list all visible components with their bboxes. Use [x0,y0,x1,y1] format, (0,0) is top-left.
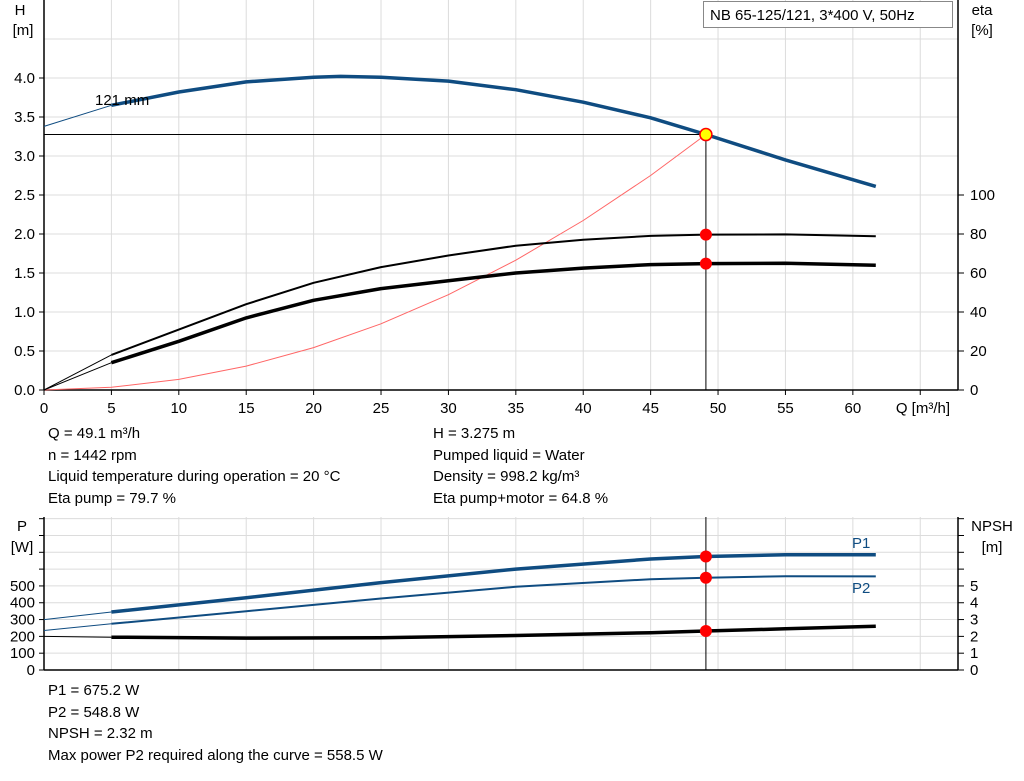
p1-marker [699,550,712,563]
eta-pump-curve-extrapolated [43,354,112,391]
p1-curve-extrapolated [43,611,112,621]
y-tick-label: 0.5 [14,343,35,360]
x-tick-label: 5 [107,400,115,417]
npsh-marker [699,624,712,637]
npsh-tick-label: 2 [970,628,978,645]
eta-pump-motor-curve [110,261,876,365]
x-axis-label: Q [m³/h] [896,400,950,417]
y-tick-label: 1.0 [14,304,35,321]
result-flow: Q = 49.1 m³/h [48,425,141,442]
eta-pump-motor-curve-extrapolated [43,362,112,391]
result-liquid: Pumped liquid = Water [433,446,585,464]
chart-title: NB 65-125/121, 3*400 V, 50Hz [703,1,953,28]
p1-curve [111,553,876,614]
p-tick-label: 300 [10,612,35,629]
p2-marker [699,571,712,584]
y2-tick-label: 0 [970,382,978,399]
result-density: Density = 998.2 kg/m³ [433,468,580,485]
p-axis-label: P [17,518,27,535]
system-curve [43,134,707,391]
results-right: H = 3.275 m Pumped liquid = Water Densit… [433,423,608,509]
x-tick-label: 40 [575,400,592,417]
p-tick-label: 0 [27,662,35,679]
npsh-curve [111,624,876,640]
result-speed: n = 1442 rpm [48,446,137,464]
y2-tick-label: 40 [970,304,987,321]
head-curve [111,74,877,189]
npsh-tick-label: 5 [970,578,978,595]
eta-pump-marker [699,228,712,241]
eta-pump-motor-marker [699,257,712,270]
p2-label: P2 [852,580,870,597]
x-tick-label: 20 [305,400,322,417]
y-tick-label: 4.0 [14,70,35,87]
y2-axis-label: eta [972,2,994,19]
y-axis-unit: [m] [13,22,34,39]
y-tick-label: 0.0 [14,382,35,399]
result-max-p2: Max power P2 required along the curve = … [48,746,383,764]
y-tick-label: 2.5 [14,187,35,204]
p-tick-label: 200 [10,628,35,645]
impeller-label: 121 mm [95,92,149,109]
y-axis-label: H [15,2,26,19]
npsh-axis-unit: [m] [982,539,1003,556]
y-tick-label: 3.5 [14,109,35,126]
x-tick-label: 15 [238,400,255,417]
x-tick-label: 45 [642,400,659,417]
p2-curve-extrapolated [43,623,112,631]
npsh-axis-label: NPSH [971,518,1013,535]
npsh-tick-label: 0 [970,662,978,679]
result-p1: P1 = 675.2 W [48,682,140,699]
x-tick-label: 30 [440,400,457,417]
x-tick-label: 10 [170,400,187,417]
eta-pump-curve [111,233,876,356]
npsh-tick-label: 4 [970,595,978,612]
head-curve-extrapolated [43,104,112,127]
x-tick-label: 60 [845,400,862,417]
p2-curve [111,575,876,625]
p1-label: P1 [852,535,870,552]
p-axis-unit: [W] [11,539,34,556]
x-tick-label: 55 [777,400,794,417]
x-tick-label: 25 [373,400,390,417]
x-tick-label: 35 [507,400,524,417]
y2-tick-label: 100 [970,187,995,204]
result-eta-pump-motor: Eta pump+motor = 64.8 % [433,489,609,507]
result-eta-pump: Eta pump = 79.7 % [48,489,176,507]
result-p2: P2 = 548.8 W [48,703,140,721]
y-tick-label: 2.0 [14,226,35,243]
duty-point-marker [699,127,713,142]
result-head: H = 3.275 m [433,425,516,442]
p-tick-label: 400 [10,595,35,612]
result-temperature: Liquid temperature during operation = 20… [48,468,341,485]
p-tick-label: 500 [10,578,35,595]
results-power: P1 = 675.2 W P2 = 548.8 W NPSH = 2.32 m … [48,680,383,766]
y2-tick-label: 60 [970,265,987,282]
y-tick-label: 1.5 [14,265,35,282]
y-tick-label: 3.0 [14,148,35,165]
npsh-tick-label: 3 [970,612,978,629]
y2-axis-unit: [%] [971,22,993,39]
npsh-tick-label: 1 [970,645,978,662]
npsh-curve-extrapolated [43,635,112,638]
y2-tick-label: 80 [970,226,987,243]
y2-tick-label: 20 [970,343,987,360]
x-tick-label: 50 [710,400,727,417]
p-tick-label: 100 [10,645,35,662]
x-tick-label: 0 [40,400,48,417]
results-left: Q = 49.1 m³/h n = 1442 rpm Liquid temper… [48,423,340,509]
result-npsh: NPSH = 2.32 m [48,725,153,742]
